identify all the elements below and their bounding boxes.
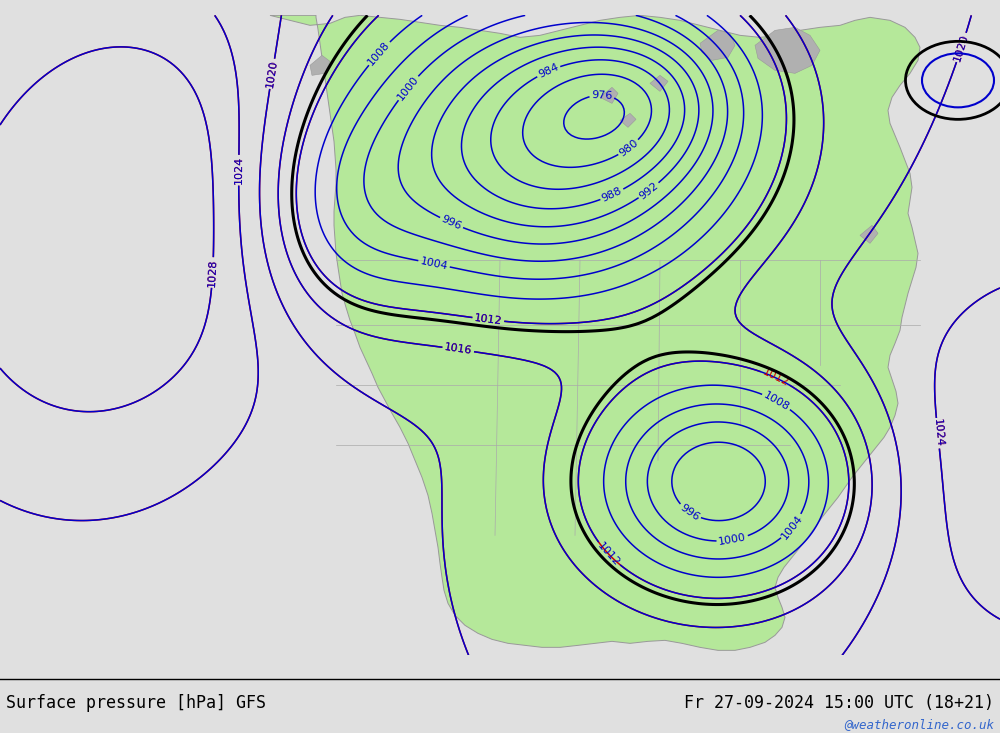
Text: 1000: 1000 xyxy=(718,532,747,548)
Text: 1020: 1020 xyxy=(952,32,970,62)
Polygon shape xyxy=(600,87,618,103)
Polygon shape xyxy=(620,114,636,128)
Text: 1004: 1004 xyxy=(780,512,805,541)
Polygon shape xyxy=(270,15,920,650)
Text: 1028: 1028 xyxy=(207,258,218,287)
Text: 988: 988 xyxy=(600,185,624,204)
Polygon shape xyxy=(860,225,878,243)
Text: 1016: 1016 xyxy=(444,342,473,356)
Text: 976: 976 xyxy=(591,90,613,101)
Text: 992: 992 xyxy=(637,180,660,201)
Text: 996: 996 xyxy=(678,502,701,523)
Text: 1024: 1024 xyxy=(932,419,944,448)
Text: 1004: 1004 xyxy=(419,256,449,271)
Text: 1020: 1020 xyxy=(952,32,970,62)
Text: 1024: 1024 xyxy=(234,156,244,185)
Polygon shape xyxy=(755,27,820,73)
Polygon shape xyxy=(650,75,668,92)
Text: 996: 996 xyxy=(440,214,463,232)
Text: 1012: 1012 xyxy=(761,367,790,388)
Text: 1012: 1012 xyxy=(474,313,503,326)
Text: 1008: 1008 xyxy=(366,40,392,67)
Text: 1012: 1012 xyxy=(474,313,503,326)
Text: 984: 984 xyxy=(537,62,560,80)
Text: 1020: 1020 xyxy=(265,59,279,89)
Text: Fr 27-09-2024 15:00 UTC (18+21): Fr 27-09-2024 15:00 UTC (18+21) xyxy=(684,694,994,712)
Text: 1028: 1028 xyxy=(207,258,218,287)
Text: 980: 980 xyxy=(617,137,640,158)
Polygon shape xyxy=(310,56,330,75)
Text: 1012: 1012 xyxy=(596,540,622,568)
Text: 1020: 1020 xyxy=(265,59,279,89)
Text: 1016: 1016 xyxy=(444,342,473,356)
Text: 1024: 1024 xyxy=(234,156,244,185)
Text: 1024: 1024 xyxy=(932,419,944,448)
Polygon shape xyxy=(700,30,735,60)
Text: 1008: 1008 xyxy=(762,390,791,413)
Text: Surface pressure [hPa] GFS: Surface pressure [hPa] GFS xyxy=(6,694,266,712)
Text: 1000: 1000 xyxy=(395,74,421,102)
Text: @weatheronline.co.uk: @weatheronline.co.uk xyxy=(844,718,994,732)
